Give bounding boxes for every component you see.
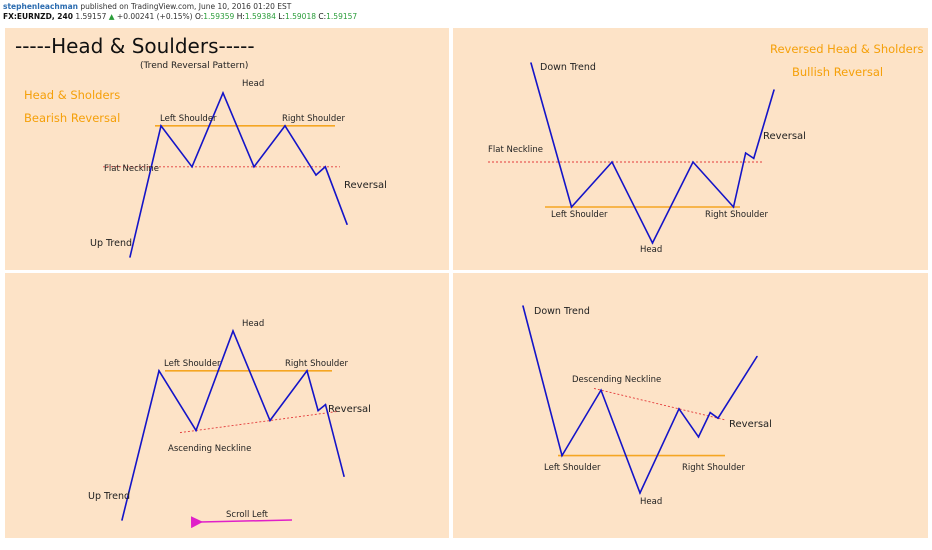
price-point-0	[121, 519, 123, 521]
reversal-label: Reversal	[344, 180, 387, 191]
pattern-panel-4: Down Trend Left Shoulder Head Right Shoulde…	[453, 273, 928, 538]
last-price: 1.59157	[75, 12, 107, 21]
side-text-1: Reversed Head & Sholders	[770, 42, 923, 56]
neckline-label: Ascending Neckline	[168, 444, 251, 454]
right-shoulder-label: Right Shoulder	[282, 114, 345, 124]
price-point-3	[651, 242, 654, 244]
left-shoulder-label: Left Shoulder	[160, 114, 217, 124]
side-text-2: Bullish Reversal	[792, 65, 883, 79]
publish-info: stephenleachman published on TradingView…	[3, 2, 291, 12]
price-point-2	[600, 389, 602, 391]
symbol-info: FX:EURNZD, 240 1.59157 ▲ +0.00241 (+0.15…	[3, 12, 357, 22]
low-label: L:	[278, 12, 285, 21]
high-value: 1.59384	[244, 12, 276, 21]
price-point-7	[324, 403, 327, 406]
price-point-5	[732, 206, 735, 208]
neckline-label: Descending Neckline	[572, 375, 661, 385]
trend-label: Up Trend	[88, 491, 130, 502]
price-point-8	[343, 475, 345, 478]
price-point-2	[195, 429, 197, 432]
reversal-label: Reversal	[763, 131, 806, 142]
pattern-panel-2: Down Trend Left Shoulder Head Right Shoulde…	[453, 28, 928, 270]
neckline-label: Flat Neckline	[488, 145, 543, 155]
scroll-left-label: Scroll Left	[226, 510, 269, 520]
price-point-8	[346, 223, 348, 225]
price-point-0	[522, 305, 524, 307]
head-label: Head	[640, 497, 662, 507]
head-label: Head	[242, 79, 264, 89]
price-change: +0.00241 (+0.15%)	[116, 12, 193, 21]
open-label: O:	[194, 12, 204, 21]
trend-label: Down Trend	[540, 62, 596, 73]
symbol-label: FX:EURNZD, 240	[3, 12, 73, 21]
price-point-7	[752, 157, 755, 160]
price-point-1	[570, 206, 573, 208]
head-label: Head	[640, 245, 662, 255]
neckline	[593, 388, 727, 421]
price-point-1	[561, 454, 563, 457]
published-text: published on TradingView.com, June 10, 2…	[80, 2, 292, 11]
panel-background	[5, 273, 449, 538]
price-point-5	[697, 436, 700, 438]
price-point-8	[773, 89, 775, 91]
low-value: 1.59018	[284, 12, 316, 21]
open-value: 1.59359	[203, 12, 235, 21]
patterns-chart: Up Trend Left Shoulder Head Right Shoulder F…	[5, 28, 928, 538]
price-point-8	[756, 355, 758, 358]
reversal-label: Reversal	[328, 404, 371, 415]
left-shoulder-label: Left Shoulder	[544, 463, 601, 473]
price-point-5	[284, 125, 286, 127]
panels: Up Trend Left Shoulder Head Right Shoulder F…	[5, 28, 928, 538]
high-label: H:	[236, 12, 245, 21]
pattern-title: -----Head & Soulders-----	[15, 34, 255, 58]
price-point-6	[315, 174, 317, 176]
price-point-7	[717, 417, 719, 420]
author-link[interactable]: stephenleachman	[3, 2, 78, 11]
price-point-3	[639, 492, 641, 494]
price-point-0	[530, 62, 532, 64]
side-text-2: Bearish Reversal	[24, 111, 120, 125]
panel-background	[5, 28, 449, 270]
price-point-2	[191, 166, 193, 168]
price-point-2	[611, 161, 613, 163]
price-point-3	[232, 330, 234, 332]
up-arrow-icon: ▲	[108, 12, 115, 21]
pattern-subtitle: (Trend Reversal Pattern)	[140, 61, 248, 71]
price-point-4	[269, 419, 271, 422]
right-shoulder-label: Right Shoulder	[682, 463, 745, 473]
right-shoulder-label: Right Shoulder	[285, 359, 348, 369]
trend-label: Down Trend	[534, 306, 590, 317]
pattern-panel-1: Up Trend Left Shoulder Head Right Shoulder F…	[5, 28, 449, 270]
pattern-panel-3: Up Trend Left Shoulder Head Right Shoulder A…	[5, 273, 449, 538]
price-point-6	[317, 409, 319, 412]
price-point-4	[253, 166, 255, 168]
close-value: 1.59157	[326, 12, 358, 21]
side-text-1: Head & Sholders	[24, 88, 120, 102]
scroll-left-arrow-icon	[190, 516, 293, 529]
panel-background	[453, 273, 928, 538]
reversal-label: Reversal	[729, 419, 772, 430]
trend-label: Up Trend	[90, 238, 132, 249]
price-point-7	[324, 166, 327, 168]
price-point-1	[160, 125, 162, 127]
price-point-5	[306, 369, 308, 372]
head-label: Head	[242, 319, 264, 329]
price-point-6	[709, 411, 711, 414]
neckline	[179, 410, 339, 434]
price-point-4	[692, 161, 694, 163]
left-shoulder-label: Left Shoulder	[551, 210, 608, 220]
right-shoulder-label: Right Shoulder	[705, 210, 768, 220]
left-shoulder-label: Left Shoulder	[164, 359, 221, 369]
price-point-6	[744, 152, 747, 154]
price-point-4	[678, 408, 680, 410]
price-point-3	[222, 92, 224, 94]
close-label: C:	[318, 12, 327, 21]
neckline-label: Flat Neckline	[104, 164, 159, 174]
price-point-1	[158, 369, 160, 372]
price-point-0	[129, 256, 131, 258]
